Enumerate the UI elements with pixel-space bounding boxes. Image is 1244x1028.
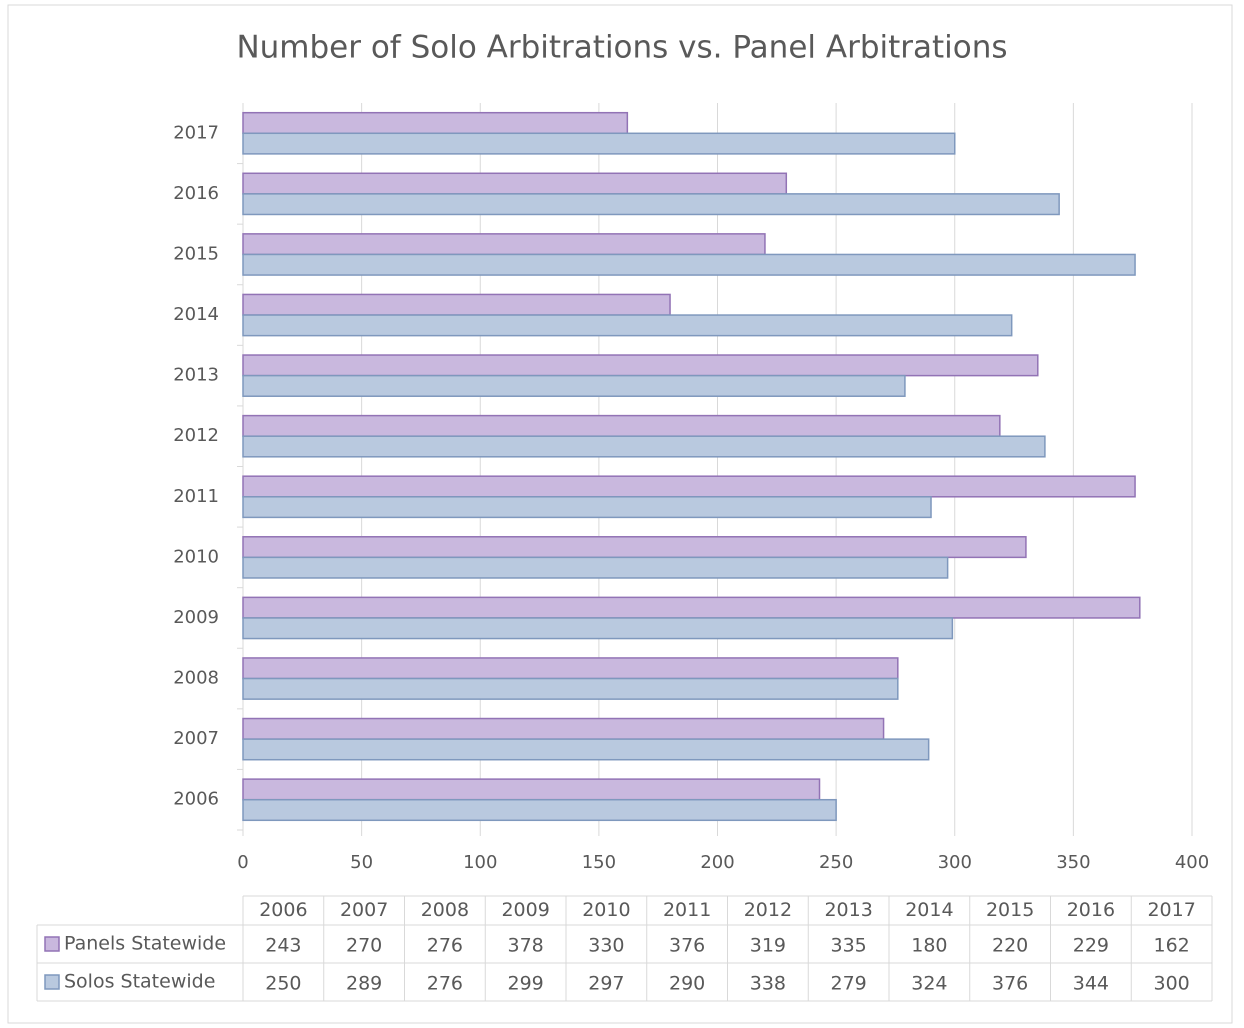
table-cell: 250 bbox=[265, 973, 301, 995]
bar bbox=[242, 435, 1046, 458]
table-header: 2009 bbox=[501, 899, 549, 921]
bar bbox=[242, 738, 930, 761]
x-tick-label: 50 bbox=[350, 852, 373, 873]
table-cell: 229 bbox=[1073, 935, 1109, 957]
table-cell: 162 bbox=[1153, 935, 1189, 957]
x-tick-label: 150 bbox=[582, 852, 616, 873]
bar bbox=[242, 293, 671, 316]
table-header: 2011 bbox=[663, 899, 711, 921]
y-tick-label: 2010 bbox=[173, 546, 219, 567]
table-cell: 376 bbox=[669, 935, 705, 957]
y-tick-label: 2013 bbox=[173, 365, 219, 386]
table-header: 2008 bbox=[421, 899, 469, 921]
table-header: 2013 bbox=[824, 899, 872, 921]
bar bbox=[242, 496, 932, 519]
table-cell: 338 bbox=[750, 973, 786, 995]
x-tick-label: 250 bbox=[819, 852, 853, 873]
table-cell: 378 bbox=[507, 935, 543, 957]
bar bbox=[242, 354, 1039, 377]
table-cell: 299 bbox=[507, 973, 543, 995]
y-tick-label: 2006 bbox=[173, 789, 219, 810]
x-tick-label: 400 bbox=[1175, 852, 1209, 873]
bar bbox=[242, 193, 1060, 216]
bar bbox=[242, 314, 1013, 337]
y-tick-label: 2012 bbox=[173, 425, 219, 446]
table-cell: 297 bbox=[588, 973, 624, 995]
table-cell: 324 bbox=[911, 973, 947, 995]
table-header: 2012 bbox=[744, 899, 792, 921]
table-cell: 270 bbox=[346, 935, 382, 957]
bar bbox=[242, 414, 1001, 437]
table-header: 2006 bbox=[259, 899, 307, 921]
y-tick-label: 2014 bbox=[173, 304, 219, 325]
bar bbox=[242, 475, 1136, 498]
bar bbox=[242, 132, 956, 155]
table-cell: 220 bbox=[992, 935, 1028, 957]
y-tick-label: 2015 bbox=[173, 243, 219, 264]
y-tick-label: 2011 bbox=[173, 486, 219, 507]
table-cell: 289 bbox=[346, 973, 382, 995]
legend-swatch bbox=[44, 974, 60, 990]
y-tick-label: 2009 bbox=[173, 607, 219, 628]
table-cell: 243 bbox=[265, 935, 301, 957]
bar bbox=[242, 374, 906, 397]
table-header: 2007 bbox=[340, 899, 388, 921]
bar bbox=[242, 233, 766, 256]
bar bbox=[242, 798, 837, 822]
bar bbox=[242, 172, 788, 195]
x-tick-label: 100 bbox=[463, 852, 497, 873]
y-tick-label: 2016 bbox=[173, 183, 219, 204]
table-cell: 276 bbox=[427, 973, 463, 995]
bar bbox=[242, 536, 1027, 559]
bar bbox=[242, 556, 949, 579]
y-tick-label: 2008 bbox=[173, 668, 219, 689]
bar bbox=[242, 657, 899, 680]
table-cell: 319 bbox=[750, 935, 786, 957]
table-cell: 376 bbox=[992, 973, 1028, 995]
table-header: 2010 bbox=[582, 899, 630, 921]
chart-title: Number of Solo Arbitrations vs. Panel Ar… bbox=[236, 30, 1007, 66]
table-cell: 344 bbox=[1073, 973, 1109, 995]
table-header: 2015 bbox=[986, 899, 1034, 921]
table-cell: 279 bbox=[830, 973, 866, 995]
table-header: 2017 bbox=[1147, 899, 1195, 921]
bar bbox=[242, 596, 1141, 619]
bar bbox=[242, 617, 954, 640]
table-cell: 335 bbox=[830, 935, 866, 957]
table-cell: 180 bbox=[911, 935, 947, 957]
x-tick-label: 0 bbox=[237, 852, 248, 873]
bar bbox=[242, 111, 629, 135]
table-cell: 290 bbox=[669, 973, 705, 995]
legend-swatch bbox=[44, 936, 60, 952]
bar bbox=[242, 778, 821, 801]
table-cell: 330 bbox=[588, 935, 624, 957]
table-header: 2016 bbox=[1067, 899, 1115, 921]
y-tick-label: 2007 bbox=[173, 728, 219, 749]
y-tick-label: 2017 bbox=[173, 122, 219, 143]
x-tick-label: 200 bbox=[700, 852, 734, 873]
bar bbox=[242, 677, 899, 700]
legend-label: Solos Statewide bbox=[64, 971, 215, 993]
legend-label: Panels Statewide bbox=[64, 933, 226, 955]
x-tick-label: 350 bbox=[1056, 852, 1090, 873]
table-header: 2014 bbox=[905, 899, 953, 921]
bar bbox=[242, 253, 1136, 276]
table-cell: 276 bbox=[427, 935, 463, 957]
bar bbox=[242, 717, 885, 740]
x-tick-label: 300 bbox=[938, 852, 972, 873]
table-cell: 300 bbox=[1153, 973, 1189, 995]
